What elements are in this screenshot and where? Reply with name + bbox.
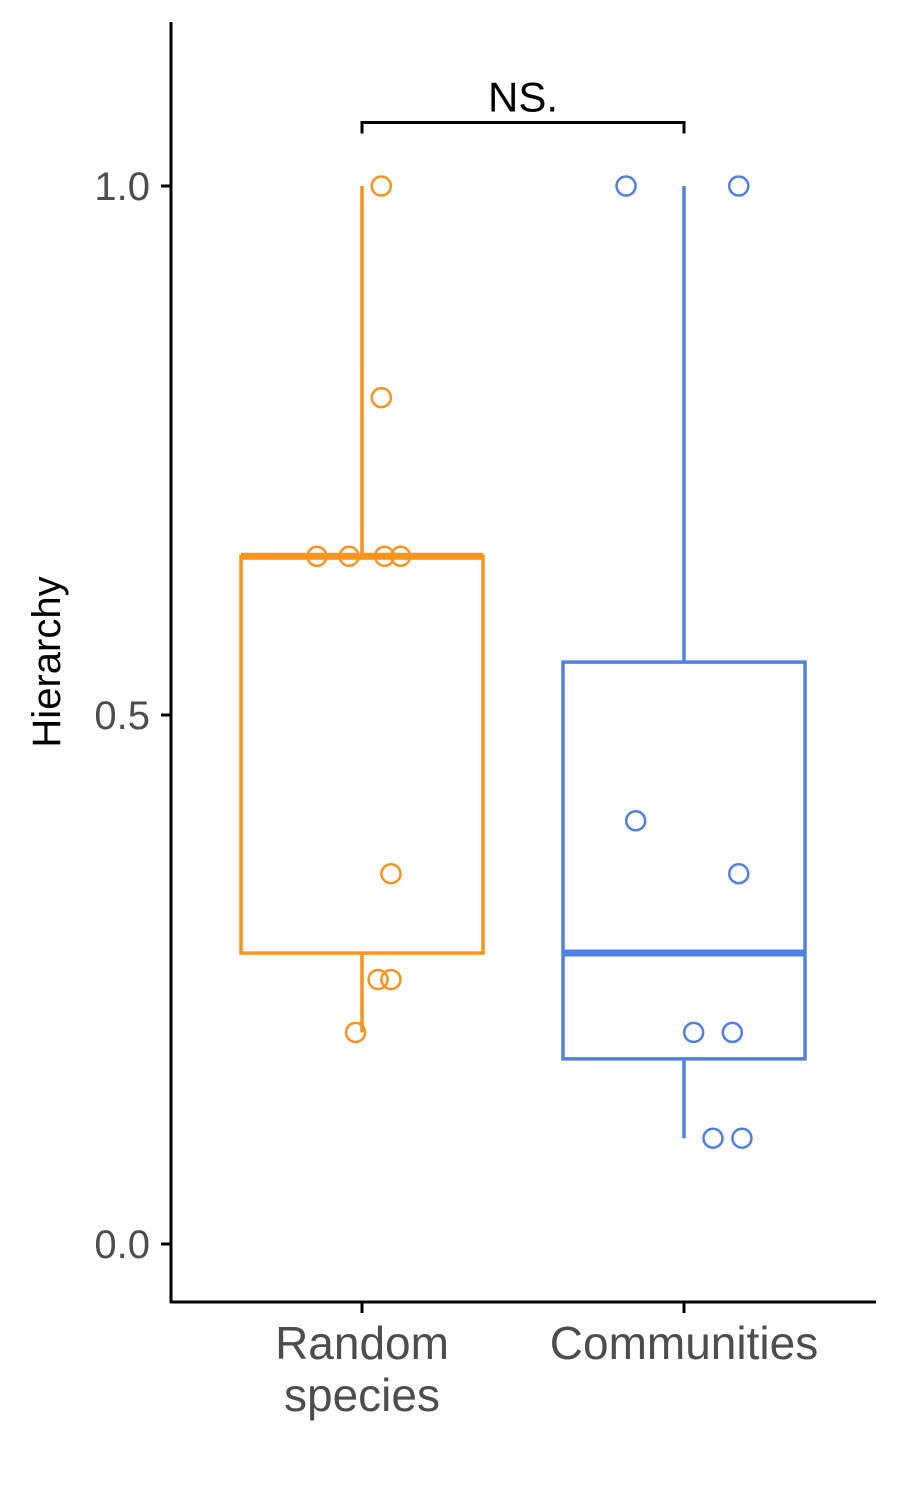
x-category-label: Communities [550,1317,818,1369]
points-layer [306,175,753,1149]
random-species-data-point [380,862,402,885]
random-species-data-point [370,175,393,197]
significance-layer: NS. [360,74,686,134]
significance-bracket [360,121,686,134]
random-species-box [239,554,485,955]
communities-data-point [624,810,647,832]
random-species-data-point [380,968,402,991]
random-species-data-point [306,545,328,568]
x-category-label-line: Random [275,1317,449,1369]
y-tick-label: 0.5 [94,694,150,738]
x-category-label-line: Communities [550,1317,818,1369]
significance-label: NS. [488,74,558,121]
x-category-label: Random species [275,1317,449,1421]
y-tick-label: 0.0 [94,1223,150,1267]
axes-layer [169,22,876,1304]
communities-data-point [721,1021,744,1044]
communities-data-point [702,1127,724,1149]
boxes-layer [239,186,807,1139]
random-species-data-point [367,968,389,991]
random-species-data-point [338,545,360,568]
communities-box [561,660,807,1061]
y-tick-label: 1.0 [94,165,150,209]
communities-data-point [731,1127,753,1149]
random-species-data-point [370,386,393,409]
random-species-data-point [389,545,412,568]
communities-data-point [727,862,750,885]
random-species-data-point [373,545,396,568]
communities-data-point [615,175,637,197]
random-species-data-point [344,1021,367,1044]
x-ticks-layer: Random species Communities [275,1302,818,1421]
communities-data-point [727,175,750,197]
y-axis-title: Hierarchy [25,576,69,747]
y-ticks-layer: 0.0 0.5 1.0 [94,165,171,1267]
x-category-label-line: species [284,1369,440,1421]
communities-data-point [682,1021,705,1044]
